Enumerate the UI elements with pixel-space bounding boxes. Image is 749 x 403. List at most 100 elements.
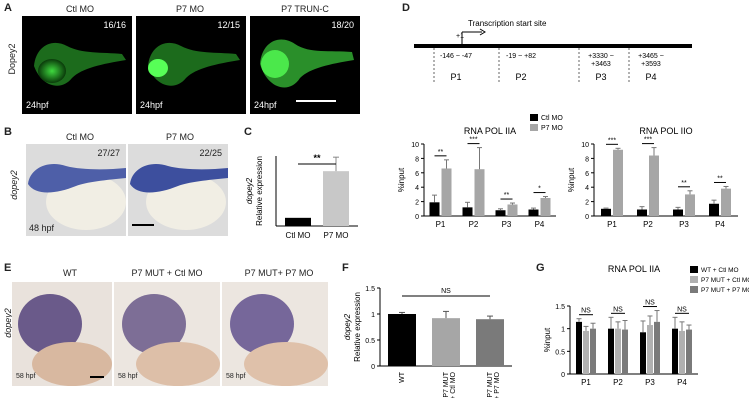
legend-swatch [690, 286, 698, 293]
x-tick-label: P3 [679, 220, 689, 229]
chart-title: RNA POL IIO [639, 126, 692, 136]
y-tick-label: 4 [585, 185, 589, 192]
panel-f: 0 0.5 1 1.5 dopey2 Relative expression WT P7 MU… [342, 268, 522, 400]
y-axis-label: dopey2 [343, 313, 352, 340]
significance-label: ** [504, 192, 510, 199]
bar [590, 328, 596, 374]
x-tick-label: P4 [535, 220, 545, 229]
legend-swatch [690, 276, 698, 283]
panel-a-title-2: P7 MO [175, 4, 204, 14]
scale-bar [132, 224, 154, 226]
bar [441, 168, 452, 216]
bar [685, 194, 695, 216]
region-range: +3463 [591, 61, 611, 68]
x-tick-label: Ctl MO [286, 231, 311, 240]
legend-swatch [690, 266, 698, 273]
y-axis-label: Relative expression [353, 292, 362, 362]
panel-label-b: B [4, 126, 12, 138]
panel-a1-stage: 24hpf [26, 100, 49, 110]
x-tick-label: WT [399, 371, 406, 383]
significance-label: * [538, 186, 541, 193]
bar [613, 149, 623, 216]
bar [528, 209, 539, 216]
significance-label: NS [613, 306, 623, 313]
bar [507, 204, 518, 216]
micrograph-a1: 16/16 24hpf [22, 16, 132, 114]
legend-swatch [530, 124, 538, 131]
panel-label-f: F [342, 262, 349, 274]
panel-label-e: E [4, 262, 12, 274]
region-name: P1 [450, 72, 461, 82]
chart-title: RNA POL IIA [464, 126, 516, 136]
panel-d-iio: RNA POL IIO 0 2 4 6 8 10 %input P1 *** P2 *** P3 ** P4… [567, 96, 749, 256]
x-tick-label: P4 [715, 220, 725, 229]
bar [721, 188, 731, 216]
legend-label: P7 MUT + Ctl MO [701, 277, 749, 284]
x-tick-label: P1 [436, 220, 446, 229]
x-tick-label: + P7 MO [494, 371, 501, 398]
region-range: -19 ~ +82 [506, 53, 536, 60]
x-tick-label: P1 [581, 378, 591, 387]
significance-label: NS [677, 306, 687, 313]
chart-title: RNA POL IIA [608, 264, 660, 274]
bar [637, 209, 647, 216]
significance-label: ** [681, 180, 687, 187]
x-tick-label: P2 [643, 220, 653, 229]
bar [615, 328, 621, 374]
bar [540, 198, 551, 216]
panel-e1-stage: 58 hpf [16, 373, 36, 380]
significance-label: ** [438, 149, 444, 156]
bar [429, 202, 440, 216]
panel-a-title-1: Ctl MO [66, 4, 94, 14]
bar [608, 328, 614, 374]
panel-d-iia: RNA POL IIA 0 2 4 6 8 10 %input P1 ** P2 *** P3 ** P4 *… [397, 96, 568, 256]
y-tick-label: 8 [415, 156, 419, 163]
tss-arrow [479, 28, 486, 36]
significance-label: ** [717, 175, 723, 182]
panel-label-a: A [4, 2, 12, 14]
significance-label: *** [644, 137, 652, 144]
panel-b-title-2: P7 MO [165, 132, 194, 142]
panel-label-d: D [402, 2, 410, 14]
panel-e-title-1: WT [63, 268, 77, 278]
micrograph-e2: 58 hpf [114, 282, 220, 386]
region-name: P2 [515, 72, 526, 82]
y-tick-label: 1 [371, 312, 375, 319]
region-range: +3330 ~ [588, 53, 614, 60]
x-tick-label: P2 [469, 220, 479, 229]
bar [285, 217, 311, 226]
y-tick-label: 2 [415, 200, 419, 207]
scale-bar [90, 376, 104, 378]
x-tick-label: + Ctl MO [450, 371, 457, 398]
legend-label: P7 MUT + P7 MO [701, 287, 749, 294]
panel-e-title-3: P7 MUT+ P7 MO [244, 268, 314, 278]
bar [649, 155, 659, 216]
panel-a3-stage: 24hpf [254, 100, 277, 110]
bar [686, 329, 692, 374]
panel-b1-stage: 48 hpf [29, 223, 55, 233]
legend-swatch [530, 114, 538, 121]
y-tick-label: 10 [581, 142, 589, 149]
micrograph-a3: 18/20 24hpf [250, 16, 360, 114]
x-tick-label: P7 MUT [487, 371, 494, 397]
y-tick-label: 0 [415, 214, 419, 221]
y-axis-label: Relative expression [255, 156, 264, 226]
region-range: -146 ~ -47 [440, 53, 472, 60]
bar [323, 171, 349, 226]
significance-label: NS [581, 308, 591, 315]
y-tick-label: 0.5 [365, 338, 375, 345]
panel-label-c: C [244, 126, 252, 138]
x-tick-label: P7 MO [324, 231, 349, 240]
panel-b-title-1: Ctl MO [66, 132, 94, 142]
legend-label: P7 MO [541, 125, 563, 132]
bar [495, 210, 506, 216]
tss-marker: +1 [456, 33, 464, 40]
y-tick-label: 1 [561, 327, 565, 334]
x-tick-label: P3 [645, 378, 655, 387]
panel-a2-stage: 24hpf [140, 100, 163, 110]
region-name: P3 [595, 72, 606, 82]
y-tick-label: 1.5 [365, 286, 375, 293]
significance-label: *** [469, 137, 477, 144]
bar [476, 319, 504, 366]
y-axis-label: %input [398, 167, 406, 192]
